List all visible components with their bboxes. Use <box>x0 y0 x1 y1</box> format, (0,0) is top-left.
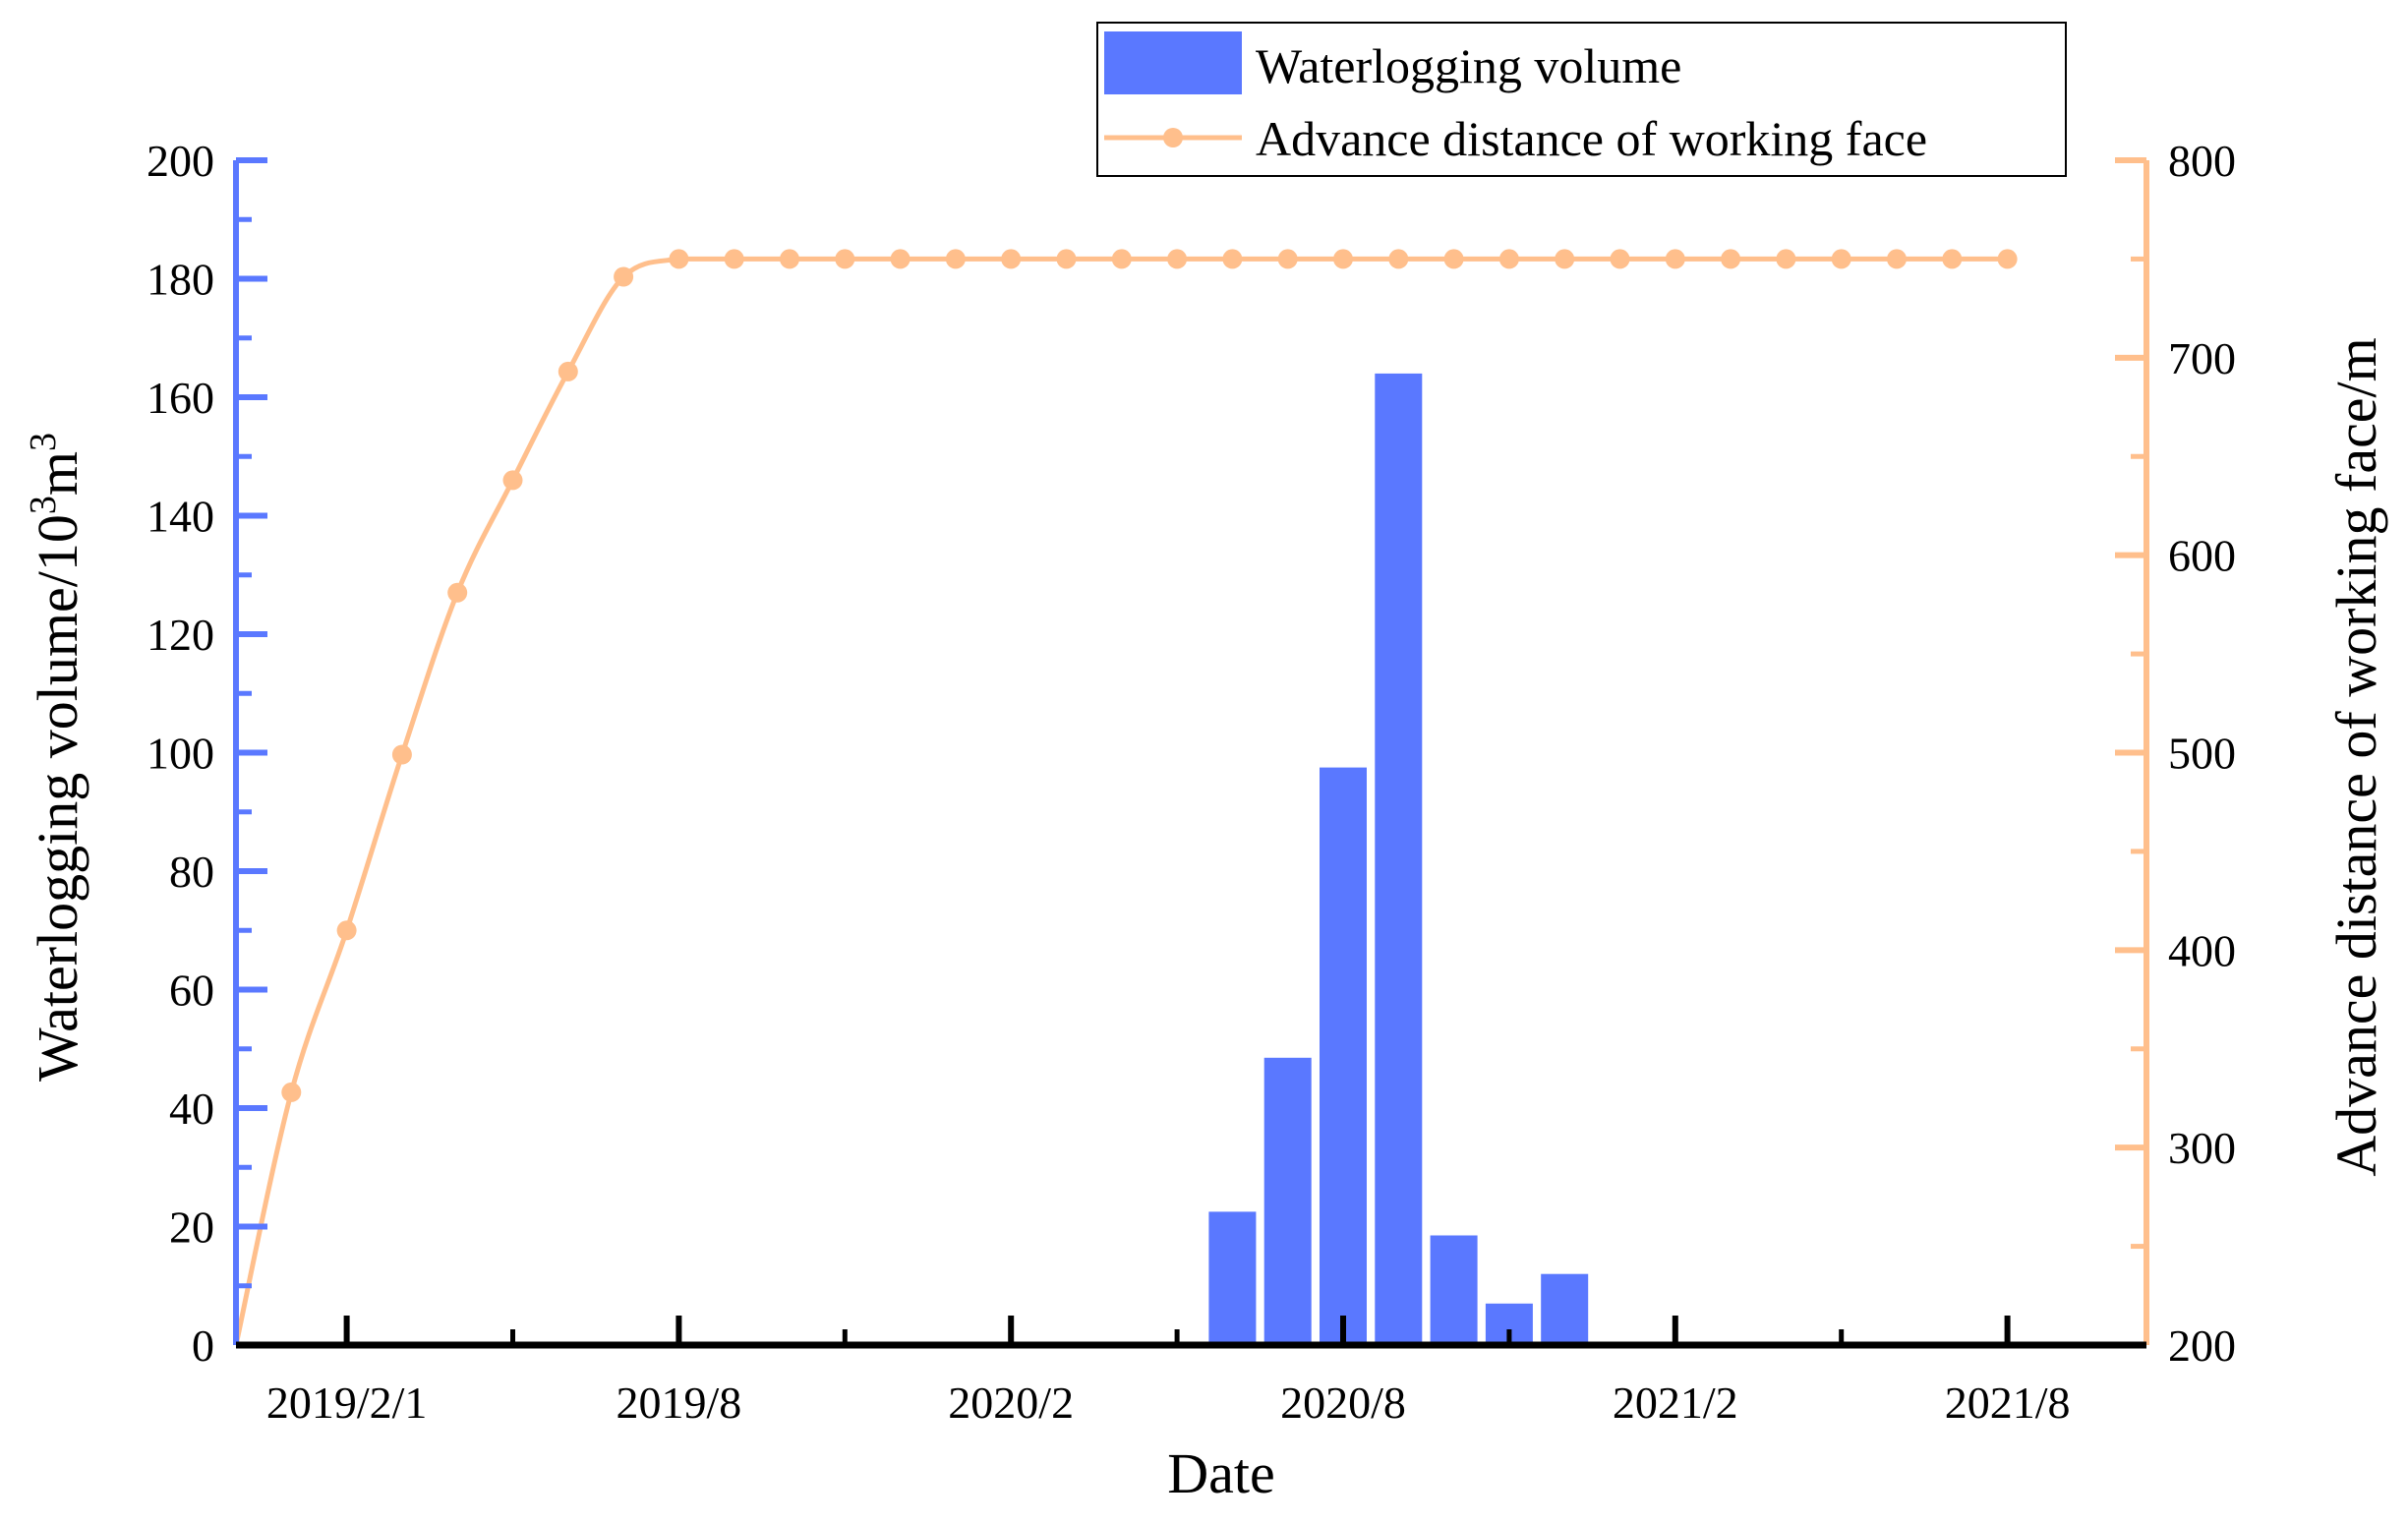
x-tick-label: 2020/2 <box>948 1377 1074 1428</box>
left-tick-label: 60 <box>169 966 214 1016</box>
right-tick-label: 300 <box>2168 1123 2236 1173</box>
line-point <box>502 470 523 491</box>
line-point <box>1056 249 1077 269</box>
line-point <box>1388 249 1409 269</box>
right-axis-title: Advance distance of working face/m <box>2324 337 2388 1177</box>
line-point <box>1277 249 1298 269</box>
line-point <box>1831 249 1851 269</box>
line-point <box>558 361 578 381</box>
line-point <box>890 249 910 269</box>
legend-line-marker <box>1163 128 1183 147</box>
line-point <box>1111 249 1132 269</box>
line-point <box>724 249 744 269</box>
line-point <box>1942 249 1963 269</box>
bar-series <box>1208 373 1589 1345</box>
bar <box>1208 1211 1257 1345</box>
x-axis-title: Date <box>1167 1441 1275 1505</box>
line-point <box>1222 249 1243 269</box>
x-tick-label: 2019/2/1 <box>266 1377 428 1428</box>
right-tick-label: 600 <box>2168 531 2236 581</box>
line-point <box>1443 249 1464 269</box>
left-axis-title-sup2: 3 <box>23 433 64 451</box>
x-tick-label: 2021/8 <box>1945 1377 2071 1428</box>
left-axis-title: Waterlogging volume/103m3 <box>23 433 89 1082</box>
legend-label-advance: Advance distance of working face <box>1256 111 1927 166</box>
line-series <box>233 249 2018 1346</box>
bar <box>1430 1235 1478 1345</box>
right-tick-label: 400 <box>2168 925 2236 975</box>
left-tick-label: 80 <box>169 847 214 897</box>
line-point <box>835 249 855 269</box>
right-tick-label: 500 <box>2168 729 2236 779</box>
left-tick-label: 100 <box>147 729 214 779</box>
line-point <box>447 582 468 603</box>
left-tick-label: 140 <box>147 492 214 542</box>
line-point <box>1665 249 1685 269</box>
right-tick-label: 200 <box>2168 1320 2236 1371</box>
line-point <box>614 266 634 287</box>
x-tick-label: 2021/2 <box>1613 1377 1738 1428</box>
right-tick-label: 700 <box>2168 333 2236 383</box>
line-point <box>1001 249 1022 269</box>
left-tick-label: 200 <box>147 136 214 186</box>
line-point <box>1721 249 1741 269</box>
left-tick-label: 20 <box>169 1202 214 1253</box>
left-tick-label: 160 <box>147 373 214 423</box>
x-tick-label: 2020/8 <box>1280 1377 1406 1428</box>
left-tick-label: 120 <box>147 610 214 660</box>
x-tick-label: 2019/8 <box>617 1377 742 1428</box>
line-point <box>945 249 966 269</box>
bar <box>1375 373 1423 1345</box>
left-axis-title-sup1: 3 <box>23 496 64 514</box>
line-point <box>281 1082 302 1102</box>
line-point <box>1555 249 1575 269</box>
line-point <box>1333 249 1353 269</box>
line-point <box>391 744 412 765</box>
left-axis-title-unit: m <box>26 451 89 496</box>
legend-box <box>1096 22 2067 177</box>
line-point <box>1498 249 1519 269</box>
legend: Waterlogging volume Advance distance of … <box>1096 22 2067 177</box>
line-point <box>1997 249 2018 269</box>
line-point <box>1610 249 1630 269</box>
left-axis-title-main: Waterlogging volume/10 <box>26 514 89 1082</box>
bar <box>1541 1273 1589 1345</box>
axes <box>233 157 2149 1349</box>
tick-labels: 0 20 40 60 80 100 120 140 160 180 200 200 300 400 500 6… <box>147 136 2236 1428</box>
line-point <box>1776 249 1796 269</box>
right-tick-label: 800 <box>2168 136 2236 186</box>
legend-bar-swatch <box>1104 31 1242 94</box>
left-tick-label: 40 <box>169 1084 214 1134</box>
left-tick-label: 180 <box>147 255 214 305</box>
line-point <box>336 920 357 941</box>
line-point <box>669 249 689 269</box>
bar <box>1263 1057 1312 1345</box>
line-point <box>1167 249 1188 269</box>
legend-label-waterlogging: Waterlogging volume <box>1256 38 1681 93</box>
bar <box>1320 767 1367 1345</box>
advance-distance-line <box>233 256 2008 1346</box>
line-point <box>1887 249 1907 269</box>
left-tick-label: 0 <box>192 1320 214 1371</box>
line-point <box>780 249 799 269</box>
